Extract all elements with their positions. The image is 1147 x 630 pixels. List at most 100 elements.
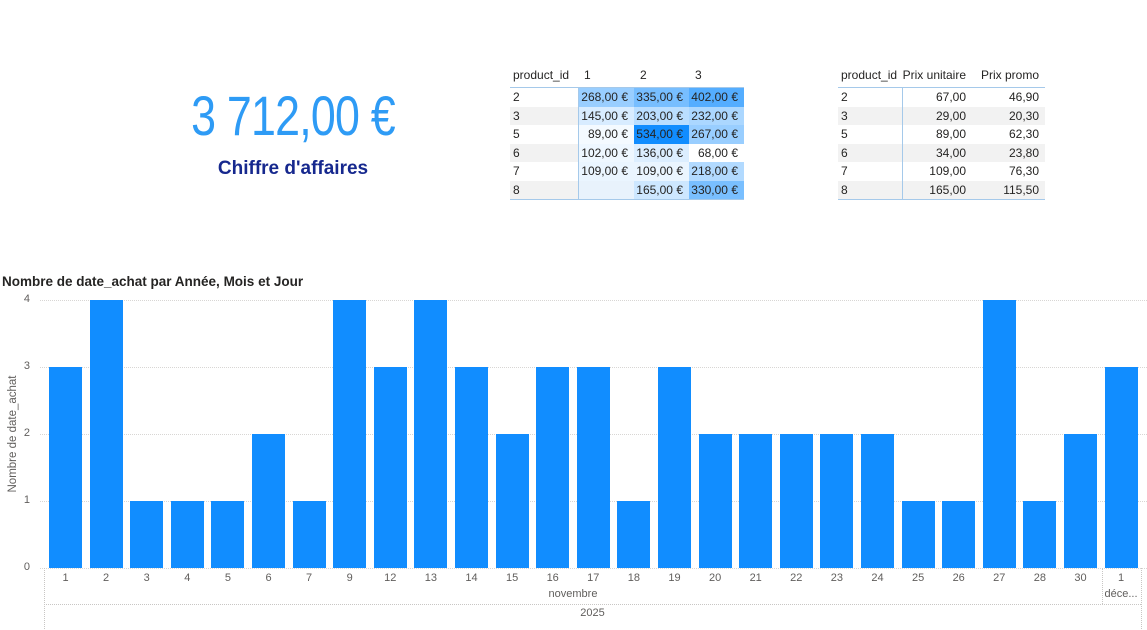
matrix-value-cell[interactable]: 267,00 € xyxy=(689,125,744,144)
price-table-cell[interactable]: 3 xyxy=(841,108,848,123)
y-axis-tick-label-4: 4 xyxy=(23,293,30,305)
price-table-cell[interactable]: 76,30 xyxy=(1008,164,1039,179)
matrix-value-cell[interactable]: 109,00 € xyxy=(634,162,689,181)
gridline-y-4 xyxy=(40,300,1147,301)
chart-bar-day-9[interactable] xyxy=(333,300,367,568)
matrix-row-product-2[interactable]: 2 268,00 €335,00 €402,00 € xyxy=(510,88,744,107)
matrix-row-header[interactable]: 7 xyxy=(513,164,520,179)
price-table-column-header-prix-unitaire[interactable]: Prix unitaire xyxy=(902,67,966,82)
matrix-row-header[interactable]: 8 xyxy=(510,180,578,199)
matrix-value-cell[interactable]: 402,00 € xyxy=(689,88,744,107)
matrix-value-cell[interactable]: 145,00 € xyxy=(578,106,634,125)
price-table-row-product-5[interactable]: 5 89,00 62,30 xyxy=(838,125,1045,144)
chart-bar-day-1[interactable] xyxy=(1104,367,1138,568)
chart-bar-day-3[interactable] xyxy=(130,501,164,568)
chart-bar-day-18[interactable] xyxy=(617,501,651,568)
chart-bar-day-1[interactable] xyxy=(49,367,82,568)
price-table-cell[interactable]: 165,00 xyxy=(902,180,972,199)
matrix-corner-header[interactable]: product_id xyxy=(513,67,570,82)
matrix-row-header[interactable]: 2 xyxy=(513,90,520,105)
price-table-row-product-2[interactable]: 2 67,00 46,90 xyxy=(838,88,1045,107)
matrix-row-product-3[interactable]: 3 145,00 €203,00 €232,00 € xyxy=(510,106,744,125)
matrix-value-cell[interactable]: 218,00 € xyxy=(689,162,744,181)
chart-bar-day-7[interactable] xyxy=(292,501,326,568)
chart-bar-day-6[interactable] xyxy=(252,434,285,568)
matrix-value-cell[interactable] xyxy=(578,180,634,199)
price-table-cell[interactable]: 29,00 xyxy=(902,106,972,125)
price-table-row-product-8[interactable]: 8 165,00 115,50 xyxy=(838,180,1045,199)
chart-bar-day-23[interactable] xyxy=(820,434,854,568)
matrix-column-header-2[interactable]: 2 xyxy=(640,67,647,82)
matrix-value-cell[interactable]: 165,00 € xyxy=(634,180,689,199)
price-table-row-product-7[interactable]: 7 109,00 76,30 xyxy=(838,162,1045,181)
matrix-value-cell[interactable]: 335,00 € xyxy=(634,88,689,107)
matrix-value-cell[interactable]: 136,00 € xyxy=(634,143,689,162)
matrix-value-cell[interactable]: 232,00 € xyxy=(689,106,744,125)
matrix-column-header-3[interactable]: 3 xyxy=(695,67,702,82)
matrix-value-cell[interactable]: 68,00 € xyxy=(689,143,744,162)
matrix-row-header[interactable]: 5 xyxy=(513,127,520,142)
matrix-value-cell[interactable]: 203,00 € xyxy=(634,106,689,125)
chart-bar-day-27[interactable] xyxy=(982,300,1016,568)
chart-bar-day-5[interactable] xyxy=(211,501,245,568)
chart-bar-day-20[interactable] xyxy=(698,434,732,568)
chart-bar-day-2[interactable] xyxy=(89,300,123,568)
chart-bar-day-12[interactable] xyxy=(373,367,407,568)
matrix-value-cell[interactable]: 102,00 € xyxy=(578,143,634,162)
price-table-row-product-3[interactable]: 3 29,00 20,30 xyxy=(838,106,1045,125)
x-axis-day-label-16: 16 xyxy=(546,572,559,584)
price-table-cell[interactable]: 115,50 xyxy=(1003,182,1039,197)
price-table-cell[interactable]: 34,00 xyxy=(902,143,972,162)
matrix-row-header[interactable]: 3 xyxy=(510,106,578,125)
matrix-row-product-5[interactable]: 5 89,00 €534,00 €267,00 € xyxy=(510,125,744,144)
y-axis-tick-label-2: 2 xyxy=(23,427,30,439)
chart-bar-day-16[interactable] xyxy=(536,367,570,568)
matrix-value-cell[interactable]: 109,00 € xyxy=(578,162,634,181)
matrix-column-header-1[interactable]: 1 xyxy=(584,67,591,82)
price-table-cell[interactable]: 23,80 xyxy=(1008,145,1039,160)
price-table-cell[interactable]: 89,00 xyxy=(902,125,972,144)
chart-bar-day-15[interactable] xyxy=(495,434,529,568)
price-table-cell[interactable]: 20,30 xyxy=(1008,108,1039,123)
price-table-column-header-prix-promo[interactable]: Prix promo xyxy=(980,67,1039,82)
price-table-cell[interactable]: 2 xyxy=(841,90,848,105)
price-table-column-header-product-id[interactable]: product_id xyxy=(841,67,898,82)
chart-bar-day-19[interactable] xyxy=(658,367,691,568)
matrix-row-product-7[interactable]: 7 109,00 €109,00 €218,00 € xyxy=(510,162,744,181)
chart-bar-day-14[interactable] xyxy=(455,367,488,568)
price-table-cell[interactable]: 46,90 xyxy=(1008,90,1039,105)
x-axis-day-label-15: 15 xyxy=(505,572,519,584)
price-table-cell[interactable]: 67,00 xyxy=(902,88,972,107)
bar-chart-visual: Nombre de date_achat par Année, Mois et … xyxy=(0,270,1147,630)
axis-group-separator-right xyxy=(1141,568,1142,629)
chart-bar-day-26[interactable] xyxy=(942,501,976,568)
matrix-value-cell[interactable]: 89,00 € xyxy=(578,125,634,144)
matrix-value-cell[interactable]: 268,00 € xyxy=(578,88,634,107)
price-table-cell[interactable]: 7 xyxy=(841,164,848,179)
chart-bar-day-28[interactable] xyxy=(1023,501,1057,568)
chart-bar-day-25[interactable] xyxy=(901,501,935,568)
chart-bar-day-13[interactable] xyxy=(414,300,448,568)
matrix-value-cell[interactable]: 330,00 € xyxy=(689,180,744,199)
matrix-value-cell[interactable]: 534,00 € xyxy=(634,125,689,144)
price-table-cell[interactable]: 5 xyxy=(841,127,848,142)
chart-bar-day-22[interactable] xyxy=(779,434,813,568)
price-table-cell[interactable]: 109,00 xyxy=(902,162,972,181)
matrix-row-product-6[interactable]: 6 102,00 €136,00 €68,00 € xyxy=(510,143,744,162)
chart-bar-day-21[interactable] xyxy=(739,434,773,568)
price-table-cell[interactable]: 6 xyxy=(841,145,848,160)
x-axis-month-label-decembre[interactable]: déce... xyxy=(1104,588,1138,600)
x-axis-month-label-novembre[interactable]: novembre xyxy=(548,588,598,600)
matrix-row-product-8[interactable]: 8 165,00 €330,00 € xyxy=(510,180,744,199)
matrix-row-header[interactable]: 6 xyxy=(510,143,578,162)
price-table-row-product-6[interactable]: 6 34,00 23,80 xyxy=(838,143,1045,162)
x-axis-day-label-3: 3 xyxy=(143,572,150,584)
chart-bar-day-30[interactable] xyxy=(1064,434,1097,568)
x-axis-day-label-6: 6 xyxy=(265,572,272,584)
price-table-cell[interactable]: 8 xyxy=(841,182,848,197)
x-axis-day-label-17: 17 xyxy=(587,572,600,584)
chart-bar-day-4[interactable] xyxy=(170,501,204,568)
chart-bar-day-17[interactable] xyxy=(576,367,610,568)
price-table-cell[interactable]: 62,30 xyxy=(1008,127,1039,142)
chart-bar-day-24[interactable] xyxy=(861,434,894,568)
